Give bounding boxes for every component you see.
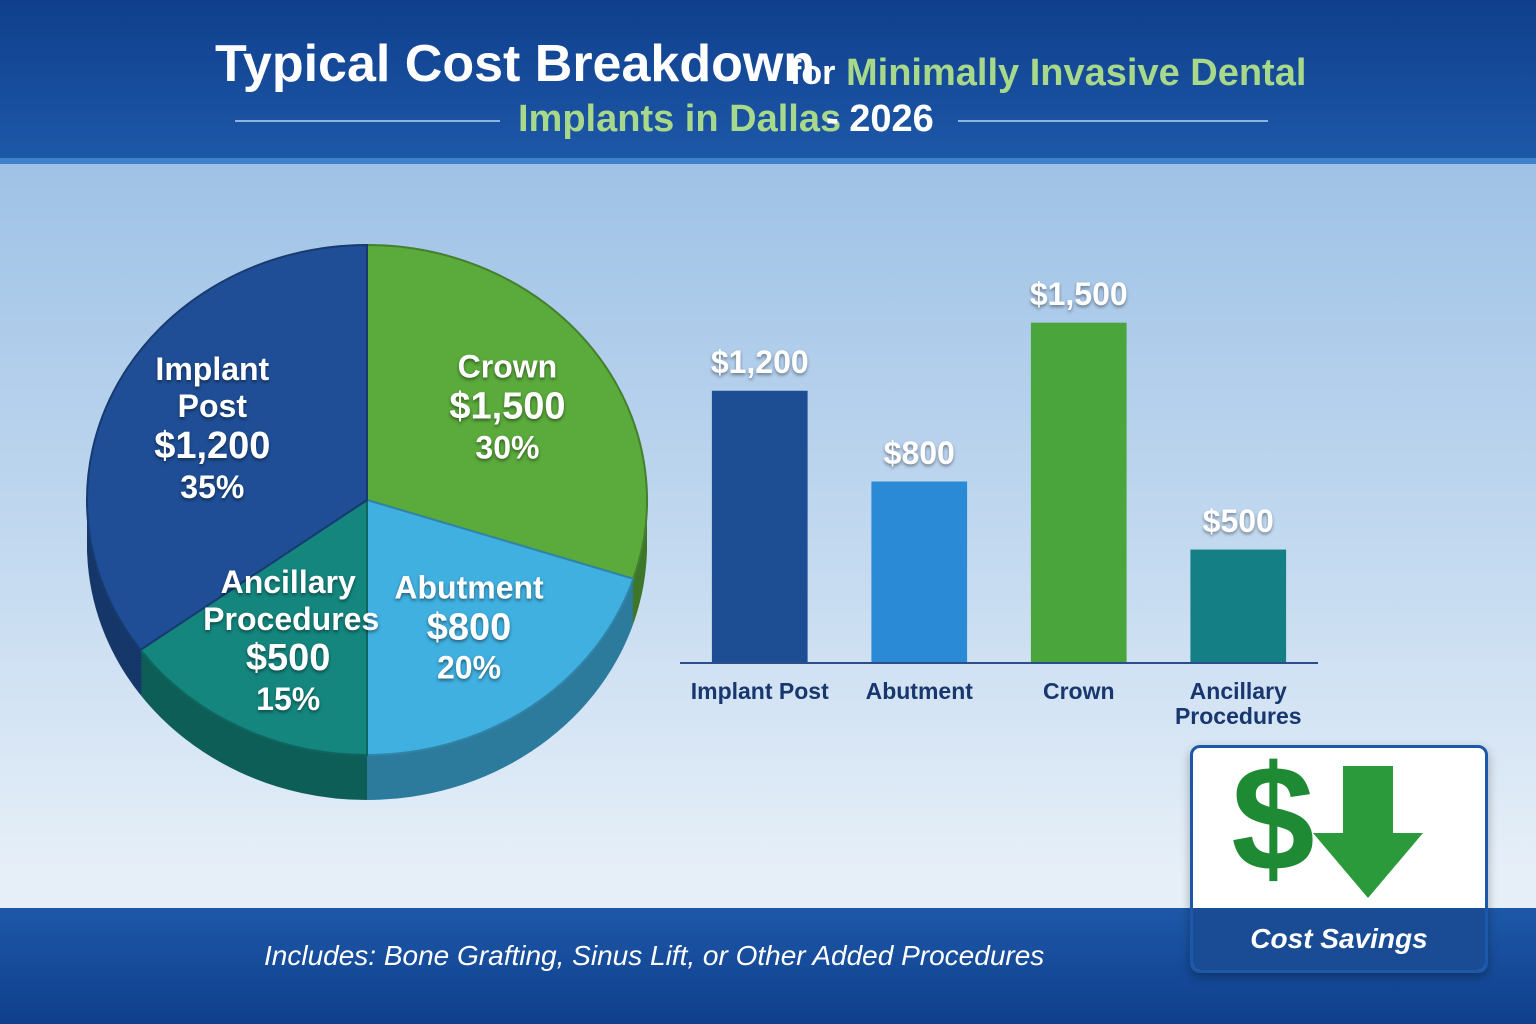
down-arrow <box>1313 766 1423 898</box>
title-line <box>958 120 1268 122</box>
footnote: Includes: Bone Grafting, Sinus Lift, or … <box>264 940 1045 971</box>
x-tick-label: Implant Post <box>690 678 829 704</box>
pie-slice <box>366 243 648 581</box>
pie-slice <box>139 498 368 757</box>
badge-label: Cost Savings <box>1193 908 1485 970</box>
title: Implants in Dallas <box>518 98 842 140</box>
slice-label: Crown $1,500 30% <box>422 348 592 465</box>
slice-amount: $1,200 <box>154 424 271 467</box>
value-label: $500 <box>1202 502 1274 539</box>
slice-percent: 30% <box>475 428 540 465</box>
title: Minimally Invasive Dental <box>846 52 1307 94</box>
value-label: $1,200 <box>710 343 809 380</box>
value-label: $1,500 <box>1029 275 1128 312</box>
bar <box>1190 549 1287 663</box>
header-band <box>0 0 1536 158</box>
bar <box>871 481 968 663</box>
bar <box>711 390 808 663</box>
slice-name: Ancillary Procedures <box>203 563 380 637</box>
slice-label: Implant Post $1,200 35% <box>127 351 297 505</box>
title: Typical Cost Breakdown <box>215 35 816 93</box>
slice-label: Abutment $800 20% <box>384 569 554 686</box>
badge: $ Cost Savings <box>1190 745 1488 973</box>
title: for <box>790 54 836 92</box>
value-label: $800 <box>883 434 955 471</box>
badge-icon: $ <box>1231 748 1423 902</box>
x-tick-label: Ancillary Procedures <box>1174 678 1302 730</box>
slice-name: Abutment <box>394 569 544 606</box>
pie-slice <box>366 498 635 757</box>
slice-label: Ancillary Procedures $500 15% <box>203 563 380 718</box>
slice-amount: $800 <box>426 606 512 649</box>
slice-amount: $1,500 <box>449 385 566 428</box>
header-rule <box>0 158 1536 164</box>
slice-name: Implant Post <box>155 351 270 424</box>
pie-slice <box>86 243 368 652</box>
x-tick-label: Crown <box>1042 678 1115 704</box>
title-line <box>235 120 500 122</box>
slice-amount: $500 <box>245 637 331 680</box>
slice-percent: 35% <box>180 468 245 505</box>
x-tick-label: Abutment <box>865 678 973 704</box>
slice-name: Crown <box>457 348 558 385</box>
title: - 2026 <box>826 98 934 140</box>
slice-percent: 20% <box>437 649 502 686</box>
dollar-icon: $ <box>1231 748 1314 902</box>
slice-percent: 15% <box>256 681 321 718</box>
bar <box>1030 322 1127 663</box>
